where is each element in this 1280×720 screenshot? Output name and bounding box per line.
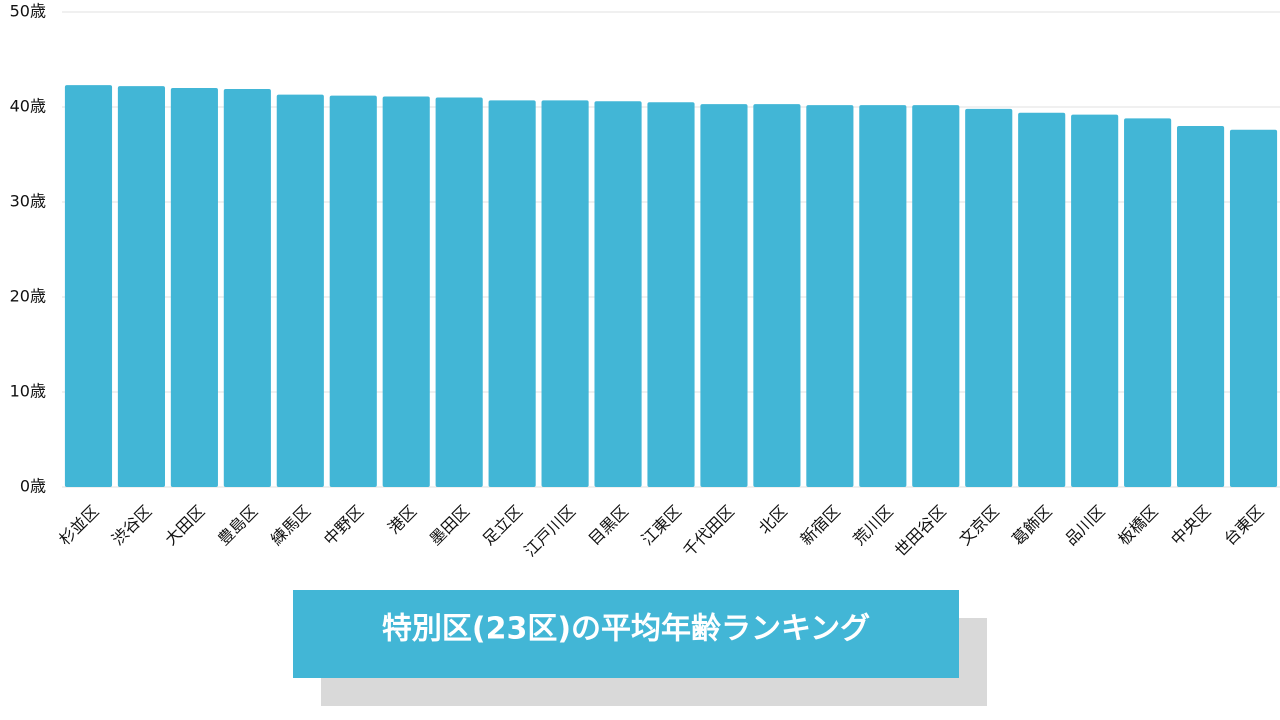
bar xyxy=(647,102,695,487)
x-tick-label: 文京区 xyxy=(955,502,1002,549)
x-tick-label: 大田区 xyxy=(161,502,208,549)
bar xyxy=(1071,114,1119,487)
bar xyxy=(1124,118,1172,488)
bar xyxy=(223,88,271,487)
x-tick-label: 千代田区 xyxy=(679,502,738,561)
bar xyxy=(64,85,113,488)
y-tick-label: 10歳 xyxy=(10,382,46,401)
x-tick-label: 港区 xyxy=(384,502,420,538)
x-tick-label: 墨田区 xyxy=(426,502,473,549)
y-tick-label: 20歳 xyxy=(10,287,46,306)
bar xyxy=(1229,129,1278,488)
bar xyxy=(965,108,1013,488)
bar xyxy=(594,101,642,488)
bar xyxy=(382,96,430,488)
x-tick-label: 板橋区 xyxy=(1114,502,1161,549)
bar xyxy=(753,104,801,488)
bar xyxy=(859,105,907,487)
x-tick-label: 江東区 xyxy=(638,502,685,549)
bar xyxy=(700,104,748,488)
x-tick-label: 目黒区 xyxy=(585,502,632,549)
x-tick-label: 練馬区 xyxy=(267,502,314,549)
y-tick-label: 30歳 xyxy=(10,192,46,211)
x-tick-label: 中野区 xyxy=(320,502,367,549)
x-tick-label: 荒川区 xyxy=(849,502,896,549)
bar xyxy=(1176,126,1225,487)
x-tick-label: 杉並区 xyxy=(55,502,102,549)
x-tick-label: 豊島区 xyxy=(214,502,261,549)
bar xyxy=(435,97,483,487)
x-tick-label: 足立区 xyxy=(479,502,526,549)
y-tick-label: 40歳 xyxy=(10,97,46,116)
bar xyxy=(1018,112,1066,487)
x-tick-label: 台東区 xyxy=(1220,502,1267,549)
y-tick-label: 0歳 xyxy=(20,477,46,496)
x-tick-label: 北区 xyxy=(755,502,791,538)
title-box xyxy=(293,590,959,678)
x-tick-label: 新宿区 xyxy=(796,502,843,549)
x-tick-label: 葛飾区 xyxy=(1008,502,1055,549)
bar xyxy=(806,105,854,487)
y-tick-label: 50歳 xyxy=(10,2,46,21)
bar xyxy=(912,105,960,487)
bar xyxy=(541,100,589,487)
x-tick-label: 江戸川区 xyxy=(520,502,579,561)
bar xyxy=(276,94,324,488)
chart-title: 特別区(23区)の平均年齢ランキング xyxy=(382,612,870,647)
bar xyxy=(117,86,166,487)
x-tick-label: 品川区 xyxy=(1061,502,1108,549)
bar xyxy=(329,95,377,487)
bar xyxy=(170,88,218,487)
x-tick-label: 世田谷区 xyxy=(891,502,950,561)
bar xyxy=(488,100,536,487)
x-tick-label: 渋谷区 xyxy=(108,502,155,549)
x-tick-label: 中央区 xyxy=(1167,502,1214,549)
